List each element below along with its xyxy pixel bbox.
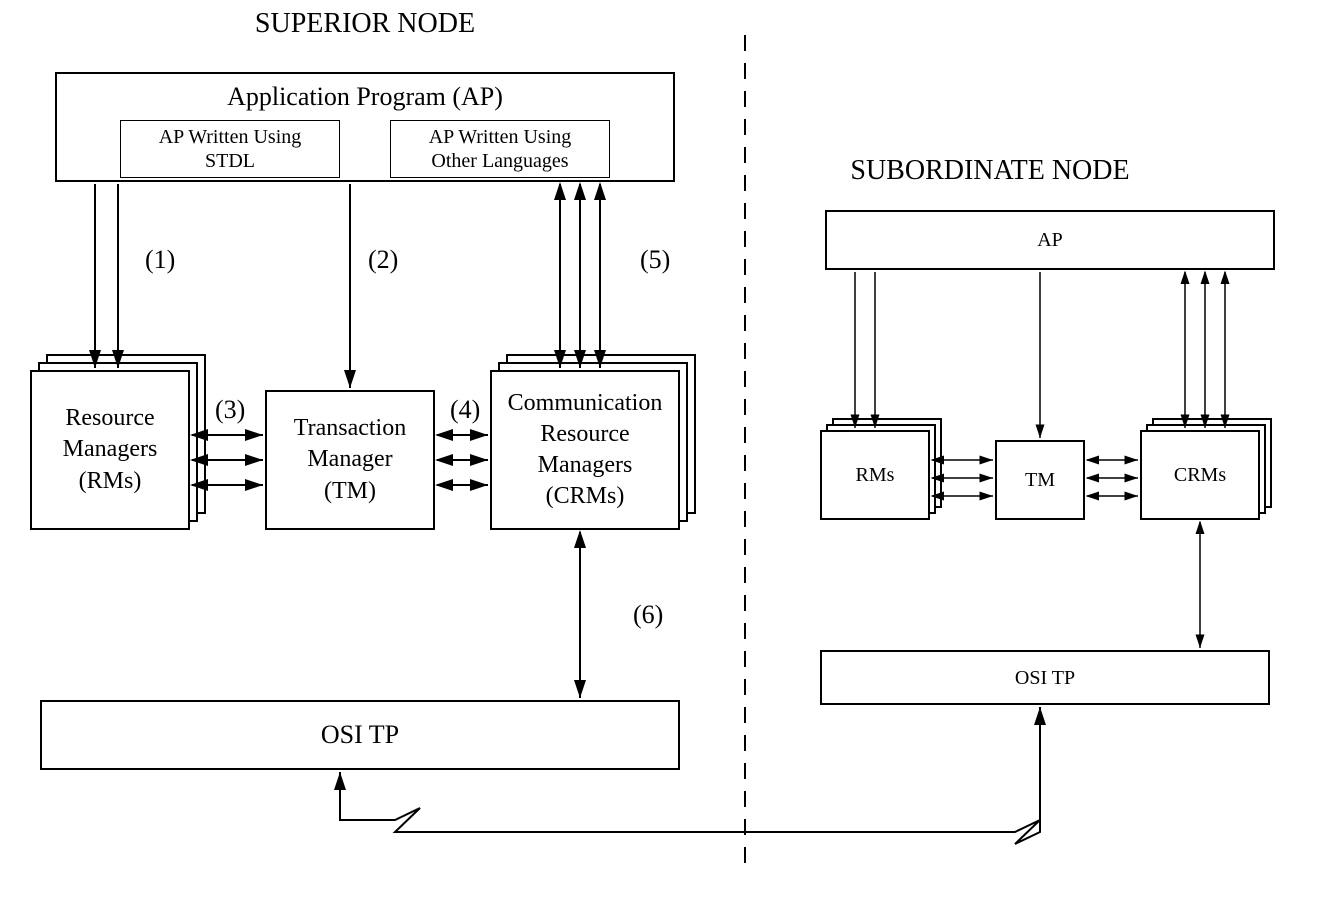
label-1: (1) bbox=[145, 245, 175, 275]
ap-title: Application Program (AP) bbox=[227, 80, 503, 114]
ap-sub-other: AP Written Using Other Languages bbox=[390, 120, 610, 178]
label-3: (3) bbox=[215, 395, 245, 425]
subordinate-rm-box: RMs bbox=[820, 430, 930, 520]
ap-sub-stdl: AP Written Using STDL bbox=[120, 120, 340, 178]
superior-title: SUPERIOR NODE bbox=[225, 8, 505, 40]
subordinate-tm-box: TM bbox=[995, 440, 1085, 520]
subordinate-ap-box: AP bbox=[825, 210, 1275, 270]
superior-rm-box: Resource Managers (RMs) bbox=[30, 370, 190, 530]
subordinate-osi-box: OSI TP bbox=[820, 650, 1270, 705]
superior-tm-box: Transaction Manager (TM) bbox=[265, 390, 435, 530]
superior-osi-box: OSI TP bbox=[40, 700, 680, 770]
superior-crm-box: Communication Resource Managers (CRMs) bbox=[490, 370, 680, 530]
architecture-diagram: SUPERIOR NODE SUBORDINATE NODE Applicati… bbox=[0, 0, 1317, 902]
label-6: (6) bbox=[633, 600, 663, 630]
label-5: (5) bbox=[640, 245, 670, 275]
subordinate-crm-box: CRMs bbox=[1140, 430, 1260, 520]
subordinate-title: SUBORDINATE NODE bbox=[830, 155, 1150, 187]
superior-ap-box: Application Program (AP) AP Written Usin… bbox=[55, 72, 675, 182]
label-4: (4) bbox=[450, 395, 480, 425]
label-2: (2) bbox=[368, 245, 398, 275]
